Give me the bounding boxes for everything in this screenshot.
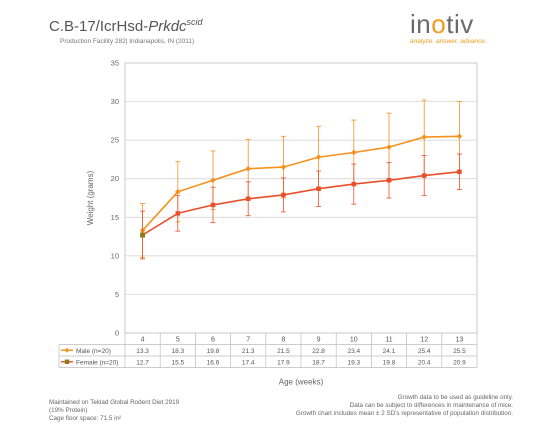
y-tick-label: 10 <box>111 251 119 260</box>
x-tick-label: 6 <box>211 336 215 343</box>
y-tick-label: 5 <box>115 290 119 299</box>
data-point <box>210 202 216 208</box>
x-tick-label: 11 <box>385 336 392 343</box>
legend-label: Male (n=20) <box>76 348 111 355</box>
data-point <box>315 154 322 160</box>
y-tick-label: 15 <box>111 213 119 222</box>
data-point <box>421 134 427 140</box>
y-tick-label: 30 <box>111 97 119 106</box>
footer-left-line: (19% Protein) <box>49 407 88 414</box>
title-gene: Prkdc <box>148 18 187 35</box>
data-point <box>457 169 462 175</box>
data-point <box>280 164 287 170</box>
logo-wordmark: inotiv <box>410 11 510 37</box>
data-point <box>175 189 181 195</box>
data-point <box>351 181 357 187</box>
x-tick-label: 5 <box>176 336 180 343</box>
footer-right-line: Data can be subject to differences in ma… <box>349 402 513 409</box>
footer-right-line: Growth data to be used as guideline only… <box>397 394 513 401</box>
y-tick-label: 0 <box>115 329 119 338</box>
footer-diet-note: Maintained on Teklad Global Rodent Diet … <box>49 399 179 423</box>
table-value: 13.3 <box>136 348 149 355</box>
data-point <box>281 192 286 198</box>
title-main: C.B-17/IcrHsd- <box>49 18 149 35</box>
data-point <box>210 177 216 184</box>
logo-tagline: analyze. answer. advance. <box>410 38 487 45</box>
logo-accent: o <box>431 9 447 39</box>
footer-left-line: Maintained on Teklad Global Rodent Diet … <box>49 399 180 406</box>
title-superscript: scid <box>186 17 203 27</box>
legend-marker <box>64 347 70 353</box>
table-value: 24.1 <box>383 348 396 355</box>
data-point <box>245 196 251 202</box>
table-value: 19.3 <box>347 359 360 366</box>
table-value: 25.4 <box>418 348 431 355</box>
data-point <box>456 133 463 140</box>
footer-left-line: Cage floor space: 71.5 in² <box>49 415 122 422</box>
x-tick-label: 4 <box>141 336 145 343</box>
table-value: 12.7 <box>136 359 149 366</box>
table-value: 17.4 <box>242 359 255 366</box>
data-point <box>316 186 321 191</box>
table-value: 25.5 <box>453 348 466 355</box>
x-tick-label: 7 <box>246 336 250 343</box>
logo-suffix: tiv <box>446 9 474 39</box>
x-tick-label: 10 <box>350 336 358 343</box>
y-axis-title: Weight (grams) <box>86 170 95 225</box>
table-value: 15.5 <box>171 359 184 366</box>
data-point <box>140 232 146 238</box>
table-value: 18.7 <box>312 359 325 366</box>
table-value: 18.3 <box>171 348 184 355</box>
footer-right-line: Growth chart includes mean ± 2 SD's repr… <box>295 410 513 417</box>
table-value: 19.8 <box>207 348 220 355</box>
series-male: Male (n=20) 13.3 18.3 19.8 21.3 21.5 22.8 23.4 2… <box>61 99 466 355</box>
legend-label: Female (n=20) <box>76 359 118 366</box>
table-value: 22.8 <box>312 348 325 355</box>
data-point <box>421 173 427 178</box>
data-point <box>351 149 357 156</box>
x-tick-label: 9 <box>317 336 321 343</box>
x-tick-label: 12 <box>420 336 428 343</box>
data-point <box>386 144 392 150</box>
table-value: 23.4 <box>347 348 360 355</box>
table-value: 16.6 <box>207 359 220 366</box>
table-value: 20.9 <box>453 359 466 366</box>
table-value: 21.3 <box>242 348 255 355</box>
x-axis-title: Age (weeks) <box>279 378 324 387</box>
y-tick-label: 35 <box>111 59 119 68</box>
table-value: 21.5 <box>277 348 290 355</box>
data-point <box>386 178 392 183</box>
data-point <box>245 165 251 172</box>
brand-logo: inotiv analyze. answer. advance. <box>410 11 510 45</box>
data-point <box>175 211 181 216</box>
x-tick-label: 8 <box>281 336 285 343</box>
table-value: 20.4 <box>418 359 431 366</box>
y-tick-label: 20 <box>111 174 119 183</box>
series-line <box>142 135 460 231</box>
y-tick-label: 25 <box>111 136 119 145</box>
page-title: C.B-17/IcrHsd-Prkdcscid <box>49 17 203 35</box>
series-female: Female (n=20) 12.7 15.5 16.6 17.4 17.9 18.7 19.… <box>61 153 466 366</box>
page-subtitle: Production Facility 282| Indianapolis, I… <box>60 38 195 45</box>
x-tick-label: 13 <box>456 336 464 343</box>
footer-disclaimer: Growth data to be used as guideline only… <box>296 394 513 418</box>
table-value: 17.9 <box>277 359 290 366</box>
table-value: 19.8 <box>383 359 396 366</box>
logo-prefix: in <box>410 9 432 39</box>
series-line <box>142 171 460 236</box>
legend-marker <box>64 359 70 364</box>
